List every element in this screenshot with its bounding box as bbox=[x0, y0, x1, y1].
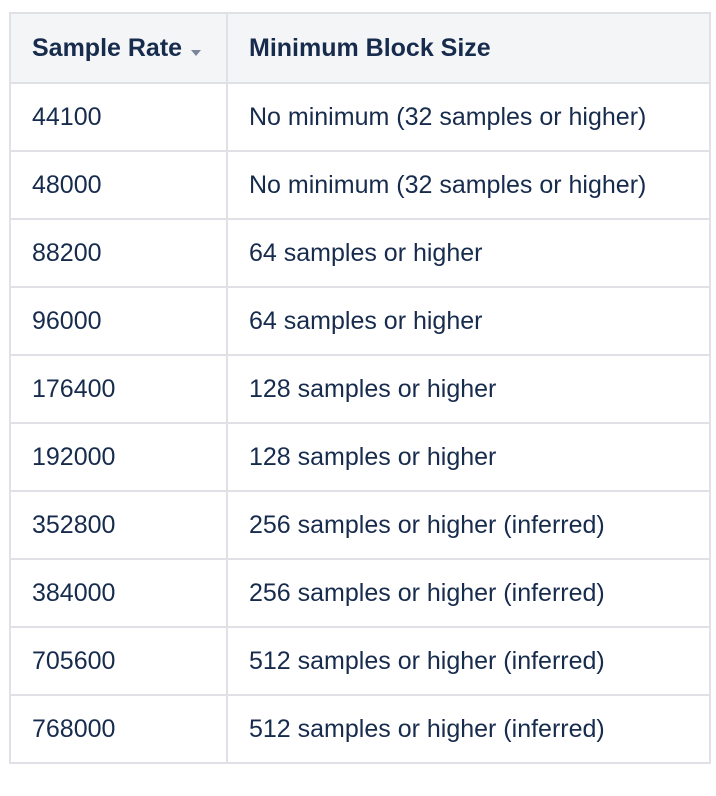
sample-rate-cell: 705600 bbox=[9, 626, 228, 696]
table-header-row: Sample Rate Minimum Block Size bbox=[9, 12, 711, 84]
column-header-sample-rate[interactable]: Sample Rate bbox=[9, 12, 228, 84]
table-row: 384000 256 samples or higher (inferred) bbox=[9, 558, 711, 628]
table-row: 44100 No minimum (32 samples or higher) bbox=[9, 82, 711, 152]
table-row: 705600 512 samples or higher (inferred) bbox=[9, 626, 711, 696]
block-size-cell: No minimum (32 samples or higher) bbox=[226, 82, 711, 152]
sample-rate-cell: 352800 bbox=[9, 490, 228, 560]
table-row: 192000 128 samples or higher bbox=[9, 422, 711, 492]
block-size-cell: 128 samples or higher bbox=[226, 422, 711, 492]
table-row: 48000 No minimum (32 samples or higher) bbox=[9, 150, 711, 220]
table-row: 352800 256 samples or higher (inferred) bbox=[9, 490, 711, 560]
column-header-minimum-block-size[interactable]: Minimum Block Size bbox=[226, 12, 711, 84]
column-header-label: Sample Rate bbox=[32, 33, 183, 62]
block-size-cell: 256 samples or higher (inferred) bbox=[226, 558, 711, 628]
table-row: 176400 128 samples or higher bbox=[9, 354, 711, 424]
block-size-cell: 256 samples or higher (inferred) bbox=[226, 490, 711, 560]
sample-rate-cell: 88200 bbox=[9, 218, 228, 288]
sample-rate-cell: 44100 bbox=[9, 82, 228, 152]
table-row: 88200 64 samples or higher bbox=[9, 218, 711, 288]
sample-rate-cell: 96000 bbox=[9, 286, 228, 356]
sample-rate-cell: 192000 bbox=[9, 422, 228, 492]
column-header-label: Minimum Block Size bbox=[249, 33, 491, 62]
block-size-cell: 128 samples or higher bbox=[226, 354, 711, 424]
table-row: 96000 64 samples or higher bbox=[9, 286, 711, 356]
sample-rate-cell: 768000 bbox=[9, 694, 228, 764]
block-size-cell: 64 samples or higher bbox=[226, 286, 711, 356]
sample-rate-cell: 176400 bbox=[9, 354, 228, 424]
block-size-cell: 64 samples or higher bbox=[226, 218, 711, 288]
sample-rate-cell: 48000 bbox=[9, 150, 228, 220]
block-size-cell: 512 samples or higher (inferred) bbox=[226, 694, 711, 764]
sample-rate-table: Sample Rate Minimum Block Size 44100 No … bbox=[9, 12, 711, 764]
sort-descending-icon[interactable] bbox=[191, 49, 202, 56]
table-row: 768000 512 samples or higher (inferred) bbox=[9, 694, 711, 764]
block-size-cell: No minimum (32 samples or higher) bbox=[226, 150, 711, 220]
block-size-cell: 512 samples or higher (inferred) bbox=[226, 626, 711, 696]
sample-rate-cell: 384000 bbox=[9, 558, 228, 628]
